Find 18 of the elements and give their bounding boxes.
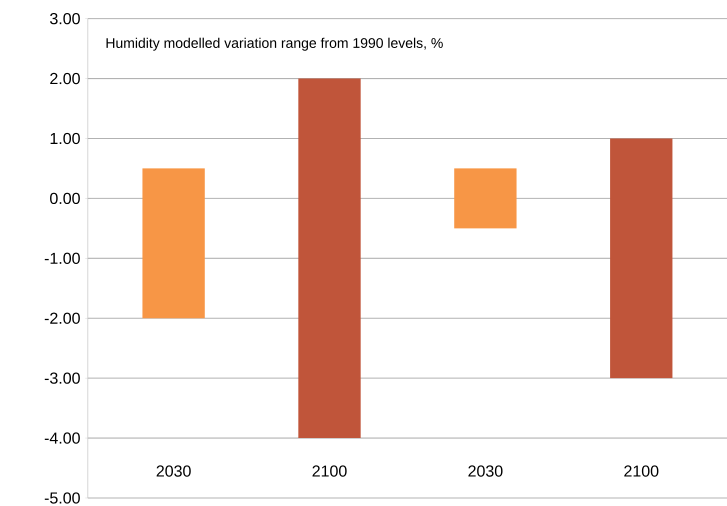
bar (454, 168, 517, 228)
y-tick-label: -1.00 (44, 252, 80, 264)
bar (298, 78, 361, 438)
text: Humidity modelled variation range from 1990 levels, % (106, 38, 443, 51)
bar (142, 168, 205, 318)
y-tick-label: 2.00 (50, 72, 80, 84)
y-tick-label: -5.00 (44, 492, 80, 504)
y-tick-label: -2.00 (44, 312, 80, 324)
y-tick-label: 3.00 (50, 13, 80, 24)
x-tick-label: 2030 (468, 465, 503, 477)
bar (610, 138, 672, 378)
x-tick-label: 2100 (312, 465, 347, 477)
y-tick-label: -4.00 (44, 432, 80, 444)
x-tick-label: 2030 (156, 465, 191, 477)
y-tick-label: 1.00 (50, 132, 80, 144)
x-tick-label: 2100 (624, 465, 658, 477)
y-tick-label: 0.00 (50, 192, 80, 204)
y-tick-label: -3.00 (44, 372, 80, 384)
